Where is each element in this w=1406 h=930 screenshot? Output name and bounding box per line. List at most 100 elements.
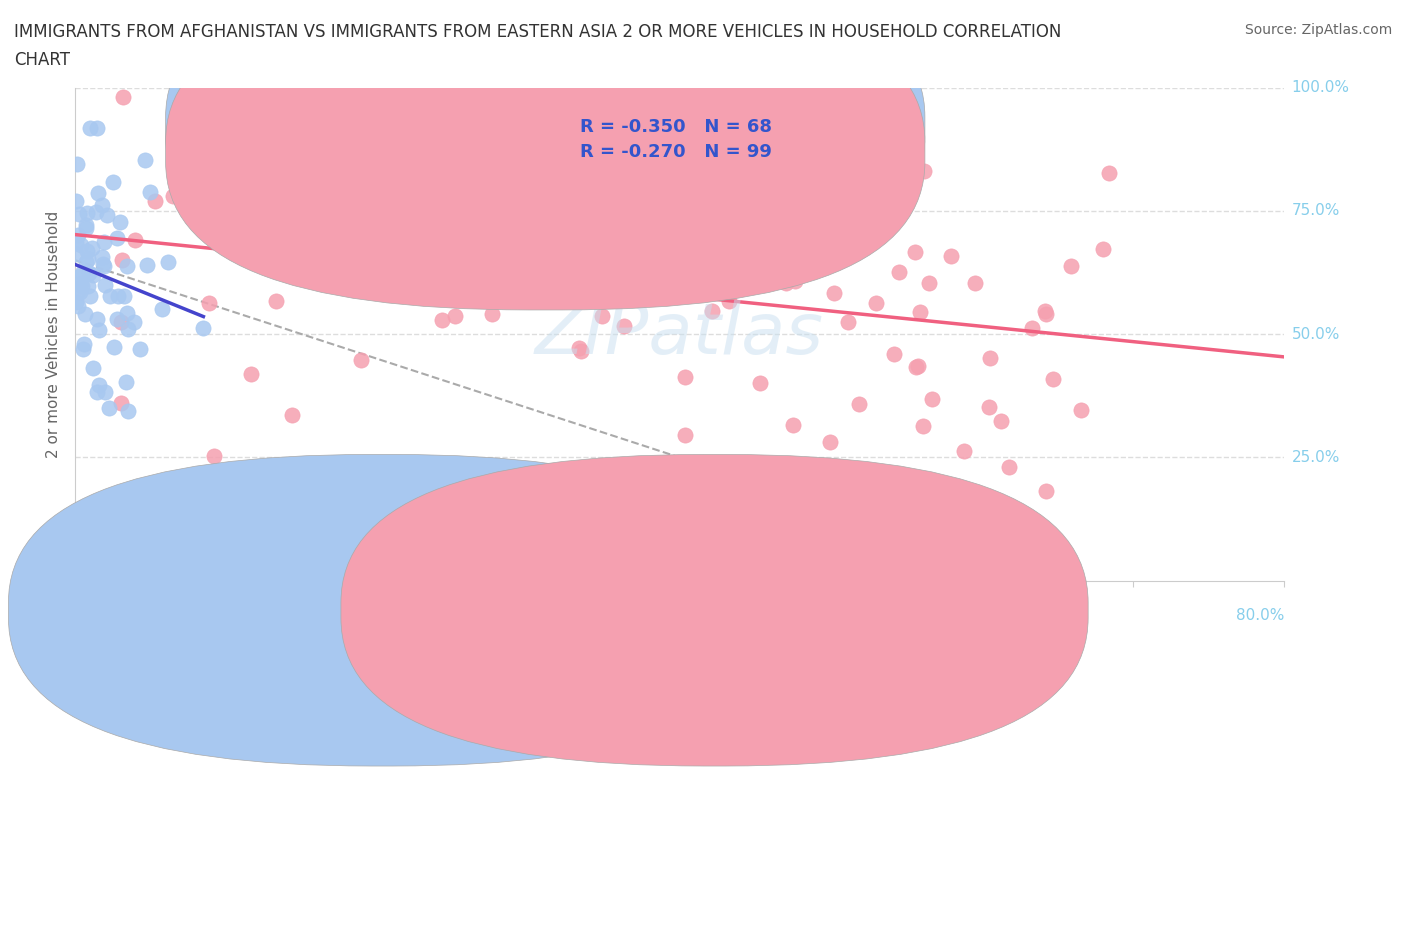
Point xyxy=(250,187,273,202)
Point xyxy=(498,198,520,213)
Point xyxy=(907,358,929,373)
Point xyxy=(66,283,89,298)
Text: R = -0.270   N = 99: R = -0.270 N = 99 xyxy=(581,142,772,161)
Point xyxy=(111,90,134,105)
Point xyxy=(73,337,96,352)
Y-axis label: 2 or more Vehicles in Household: 2 or more Vehicles in Household xyxy=(46,210,60,458)
Point xyxy=(240,366,263,381)
Point xyxy=(97,401,120,416)
Point xyxy=(87,378,110,392)
Point xyxy=(114,375,136,390)
Text: IMMIGRANTS FROM AFGHANISTAN VS IMMIGRANTS FROM EASTERN ASIA 2 OR MORE VEHICLES I: IMMIGRANTS FROM AFGHANISTAN VS IMMIGRANT… xyxy=(14,23,1062,41)
Point xyxy=(117,404,139,418)
Point xyxy=(361,202,384,217)
Point xyxy=(1092,242,1115,257)
Text: Immigrants from Afghanistan: Immigrants from Afghanistan xyxy=(399,603,623,618)
Text: CHART: CHART xyxy=(14,51,70,69)
Point xyxy=(87,186,110,201)
Point xyxy=(98,288,121,303)
FancyBboxPatch shape xyxy=(166,0,925,310)
Point xyxy=(823,286,845,300)
Point xyxy=(728,243,751,258)
Point xyxy=(754,232,776,246)
Point xyxy=(356,264,378,279)
Point xyxy=(87,323,110,338)
Point xyxy=(941,248,963,263)
Point xyxy=(977,400,1000,415)
FancyBboxPatch shape xyxy=(8,455,755,766)
Point xyxy=(112,288,135,303)
Point xyxy=(482,274,505,289)
Point xyxy=(641,249,664,264)
Point xyxy=(93,385,115,400)
Point xyxy=(79,120,101,135)
Point xyxy=(378,90,401,105)
Point xyxy=(883,346,905,361)
Point xyxy=(603,208,626,223)
Point xyxy=(75,307,97,322)
Point xyxy=(742,251,765,266)
Point xyxy=(90,250,112,265)
Text: R = -0.350   N = 68: R = -0.350 N = 68 xyxy=(581,118,772,136)
Point xyxy=(115,259,138,273)
Point xyxy=(609,218,631,232)
Point xyxy=(66,156,89,171)
Point xyxy=(76,206,98,220)
Point xyxy=(115,305,138,320)
Point xyxy=(110,315,132,330)
Point xyxy=(69,269,91,284)
Point xyxy=(998,459,1021,474)
Point xyxy=(513,213,536,228)
Point xyxy=(699,285,721,299)
Point xyxy=(1098,166,1121,180)
Point xyxy=(65,295,87,310)
Point xyxy=(700,304,723,319)
Text: 100.0%: 100.0% xyxy=(1292,80,1350,95)
Point xyxy=(77,266,100,281)
Point xyxy=(76,243,98,258)
Point xyxy=(963,275,986,290)
Point xyxy=(366,95,388,110)
Point xyxy=(831,204,853,219)
Point xyxy=(134,153,156,167)
Point xyxy=(162,189,184,204)
Point xyxy=(1021,321,1043,336)
Point xyxy=(711,211,734,226)
Point xyxy=(481,307,503,322)
Point xyxy=(678,137,700,152)
Point xyxy=(202,448,225,463)
Point xyxy=(361,90,384,105)
Point xyxy=(770,264,793,279)
Point xyxy=(129,342,152,357)
Point xyxy=(70,278,93,293)
Point xyxy=(93,234,115,249)
Point xyxy=(754,259,776,273)
FancyBboxPatch shape xyxy=(498,105,860,179)
Point xyxy=(75,220,97,235)
Point xyxy=(91,257,114,272)
Point xyxy=(143,193,166,208)
Point xyxy=(110,395,132,410)
Point xyxy=(94,277,117,292)
Point xyxy=(136,258,159,272)
Point xyxy=(107,288,129,303)
Point xyxy=(187,184,209,199)
Point xyxy=(387,231,409,246)
Point xyxy=(673,427,696,442)
Point xyxy=(953,444,976,458)
Point xyxy=(124,232,146,247)
Point xyxy=(84,205,107,219)
Point xyxy=(921,392,943,406)
Point xyxy=(1060,259,1083,273)
Point xyxy=(568,340,591,355)
Point xyxy=(111,253,134,268)
Point xyxy=(917,276,939,291)
Point xyxy=(979,351,1001,365)
Point xyxy=(837,315,859,330)
Point xyxy=(613,318,636,333)
Point xyxy=(193,321,215,336)
Point xyxy=(748,376,770,391)
Point xyxy=(75,218,97,232)
Point xyxy=(65,193,87,208)
Point xyxy=(1033,303,1056,318)
